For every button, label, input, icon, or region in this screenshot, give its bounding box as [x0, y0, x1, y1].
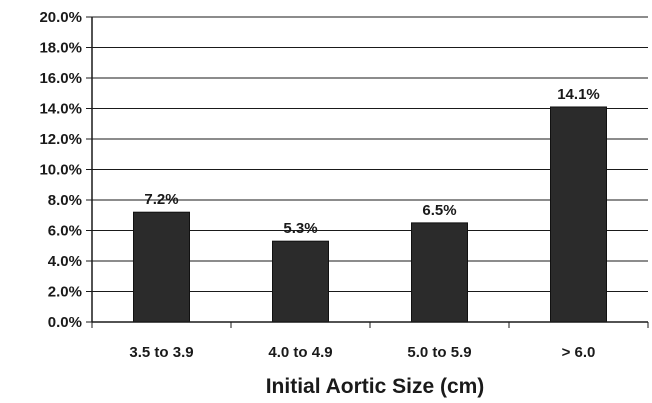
y-tick-label: 16.0%: [39, 70, 82, 87]
y-tick-labels: 0.0% 2.0% 4.0% 6.0% 8.0% 10.0% 12.0% 14.0% 16.0%…: [39, 9, 82, 331]
y-tick-label: 2.0%: [48, 284, 82, 301]
x-tick-label: 5.0 to 5.9: [407, 344, 471, 361]
x-tick-label: 4.0 to 4.9: [268, 344, 332, 361]
bar: [550, 106, 607, 323]
bar: [133, 211, 190, 323]
y-tick-label: 4.0%: [48, 253, 82, 270]
y-tick-label: 6.0%: [48, 223, 82, 240]
y-tick-label: 8.0%: [48, 192, 82, 209]
x-tick-labels: 3.5 to 3.9 4.0 to 4.9 5.0 to 5.9 > 6.0: [129, 344, 595, 361]
y-tick-label: 18.0%: [39, 40, 82, 57]
y-tick-label: 0.0%: [48, 314, 82, 331]
data-label: 14.1%: [557, 86, 600, 103]
y-tick-label: 20.0%: [39, 9, 82, 26]
bar: [272, 240, 329, 323]
axes: [86, 16, 649, 328]
x-axis-title: Initial Aortic Size (cm): [266, 375, 485, 398]
bar: [411, 222, 468, 323]
data-label: 7.2%: [144, 191, 178, 208]
y-tick-label: 10.0%: [39, 162, 82, 179]
data-label: 6.5%: [422, 202, 456, 219]
y-tick-label: 12.0%: [39, 131, 82, 148]
x-tick-label: > 6.0: [562, 344, 596, 361]
y-tick-label: 14.0%: [39, 101, 82, 118]
x-tick-label: 3.5 to 3.9: [129, 344, 193, 361]
data-labels: 7.2% 5.3% 6.5% 14.1%: [144, 86, 599, 237]
data-label: 5.3%: [283, 220, 317, 237]
